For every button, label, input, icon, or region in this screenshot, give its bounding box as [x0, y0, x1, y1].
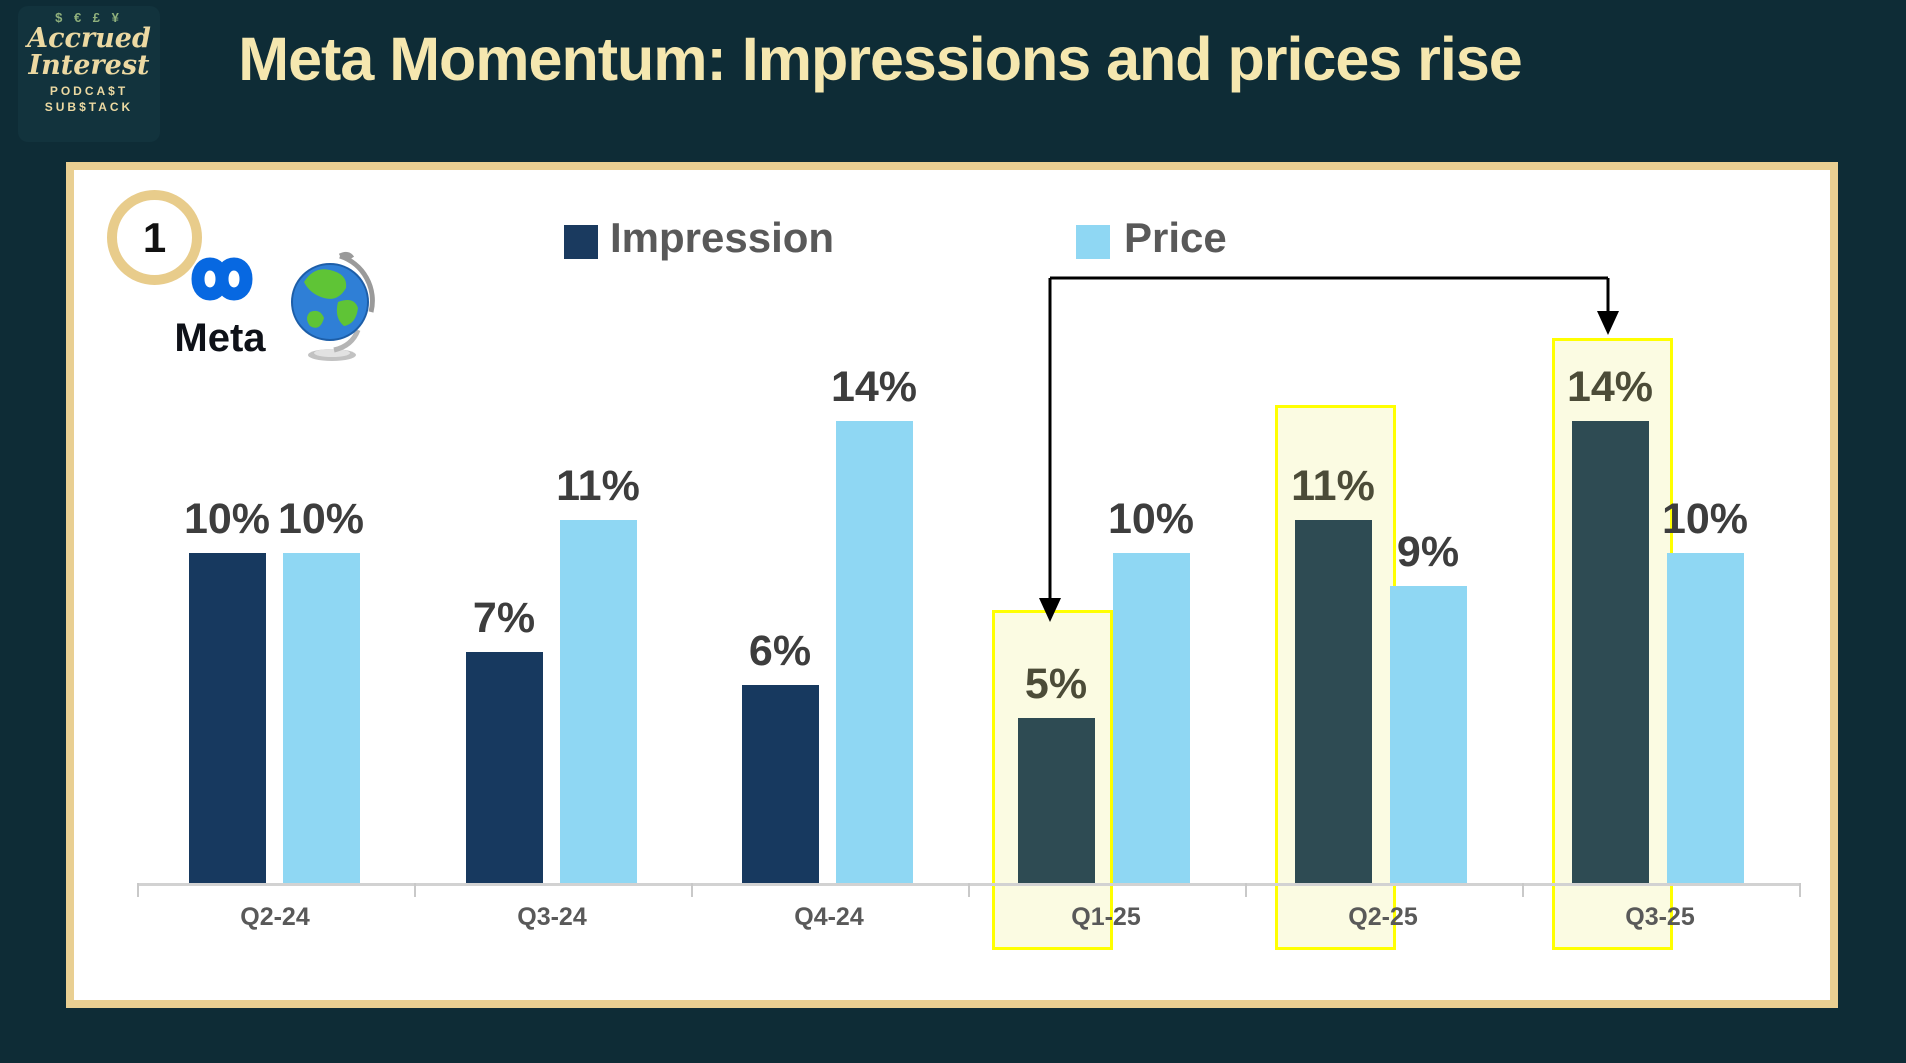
data-label-impression-q3-25: 14% — [1566, 363, 1654, 411]
bar-impression-q3-24 — [466, 652, 543, 883]
data-label-price-q1-25: 10% — [1107, 495, 1195, 543]
axis-tick — [414, 883, 416, 897]
badge-name-line2: Interest — [28, 50, 150, 81]
data-label-impression-q2-25: 11% — [1291, 462, 1375, 510]
badge-sub-line2: SUB$TACK — [44, 100, 134, 114]
bar-price-q4-24 — [836, 421, 913, 883]
axis-tick — [1245, 883, 1247, 897]
axis-tick — [1522, 883, 1524, 897]
x-axis-label-q2-25: Q2-25 — [1348, 903, 1418, 931]
meta-wordmark: Meta — [174, 316, 266, 360]
legend-price-swatch — [1076, 225, 1110, 259]
x-axis-label-q2-24: Q2-24 — [240, 903, 310, 931]
badge-sub-line1: PODCA$T — [49, 84, 129, 98]
podcast-logo-badge: $ € £ ¥ Accrued Interest PODCA$T SUB$TAC… — [18, 6, 160, 142]
data-label-impression-q2-24: 10% — [183, 495, 271, 543]
bar-impression-q2-24 — [189, 553, 266, 883]
data-label-price-q4-24: 14% — [830, 363, 918, 411]
axis-tick — [691, 883, 693, 897]
currency-doodles: $ € £ ¥ — [55, 10, 123, 25]
bar-price-q1-25 — [1113, 553, 1190, 883]
axis-tick — [1799, 883, 1801, 897]
bar-impression-q4-24 — [742, 685, 819, 883]
data-label-impression-q4-24: 6% — [748, 627, 812, 675]
data-label-price-q2-25: 9% — [1396, 528, 1460, 576]
x-axis-label-q1-25: Q1-25 — [1071, 903, 1141, 931]
legend-impression-label: Impression — [610, 214, 835, 261]
bar-price-q2-24 — [283, 553, 360, 883]
data-label-impression-q3-24: 7% — [472, 594, 536, 642]
annotation-number-circle: 1 — [107, 190, 202, 285]
x-axis-label-q3-25: Q3-25 — [1625, 903, 1695, 931]
globe-icon — [291, 251, 375, 361]
bar-price-q2-25 — [1390, 586, 1467, 883]
legend-impression-swatch — [564, 225, 598, 259]
data-label-price-q3-25: 10% — [1661, 495, 1749, 543]
legend-price-label: Price — [1124, 214, 1227, 261]
x-axis-label-q4-24: Q4-24 — [794, 903, 864, 931]
bar-impression-q3-25 — [1572, 421, 1649, 883]
bar-price-q3-24 — [560, 520, 637, 883]
data-label-price-q2-24: 10% — [277, 495, 365, 543]
meta-infinity-icon — [191, 257, 253, 301]
x-axis-label-q3-24: Q3-24 — [517, 903, 587, 931]
bar-impression-q2-25 — [1295, 520, 1372, 883]
data-label-impression-q1-25: 5% — [1024, 660, 1088, 708]
bar-impression-q1-25 — [1018, 718, 1095, 883]
data-label-price-q3-24: 11% — [556, 462, 640, 510]
axis-tick — [968, 883, 970, 897]
axis-tick — [137, 883, 139, 897]
page-title: Meta Momentum: Impressions and prices ri… — [238, 25, 1522, 93]
bar-price-q3-25 — [1667, 553, 1744, 883]
badge-name-line1: Accrued — [27, 23, 151, 54]
